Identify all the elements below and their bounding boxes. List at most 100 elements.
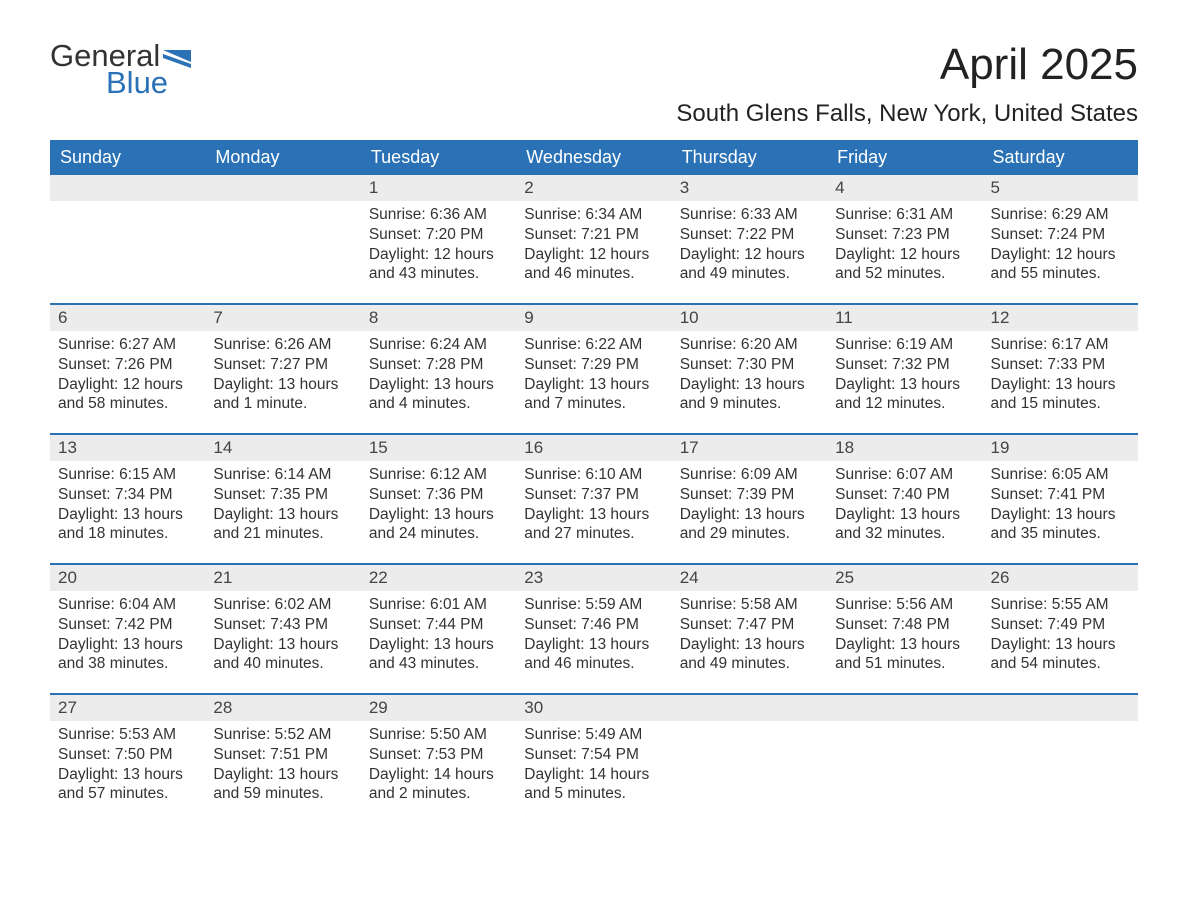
sunrise-line: Sunrise: 5:50 AM [369, 725, 508, 745]
daylight-line-1: Daylight: 13 hours [524, 375, 663, 395]
cell-body: Sunrise: 6:10 AMSunset: 7:37 PMDaylight:… [516, 461, 671, 552]
sunrise-line: Sunrise: 6:05 AM [991, 465, 1130, 485]
calendar-cell: 8Sunrise: 6:24 AMSunset: 7:28 PMDaylight… [361, 305, 516, 433]
sunrise-line: Sunrise: 6:01 AM [369, 595, 508, 615]
day-number: 21 [205, 565, 360, 591]
daylight-line-2: and 5 minutes. [524, 784, 663, 804]
cell-body: Sunrise: 5:55 AMSunset: 7:49 PMDaylight:… [983, 591, 1138, 682]
daylight-line-2: and 18 minutes. [58, 524, 197, 544]
cell-body: Sunrise: 6:07 AMSunset: 7:40 PMDaylight:… [827, 461, 982, 552]
day-header: Friday [827, 140, 982, 175]
sunset-line: Sunset: 7:42 PM [58, 615, 197, 635]
location-subtitle: South Glens Falls, New York, United Stat… [676, 100, 1138, 128]
cell-body: Sunrise: 5:50 AMSunset: 7:53 PMDaylight:… [361, 721, 516, 812]
cell-body: Sunrise: 6:15 AMSunset: 7:34 PMDaylight:… [50, 461, 205, 552]
sunset-line: Sunset: 7:27 PM [213, 355, 352, 375]
daylight-line-2: and 59 minutes. [213, 784, 352, 804]
calendar-cell: 28Sunrise: 5:52 AMSunset: 7:51 PMDayligh… [205, 695, 360, 823]
cell-body: Sunrise: 6:31 AMSunset: 7:23 PMDaylight:… [827, 201, 982, 292]
cell-body: Sunrise: 6:05 AMSunset: 7:41 PMDaylight:… [983, 461, 1138, 552]
day-number: 5 [983, 175, 1138, 201]
sunset-line: Sunset: 7:39 PM [680, 485, 819, 505]
flag-icon [163, 50, 191, 68]
sunset-line: Sunset: 7:50 PM [58, 745, 197, 765]
sunset-line: Sunset: 7:23 PM [835, 225, 974, 245]
sunset-line: Sunset: 7:24 PM [991, 225, 1130, 245]
sunrise-line: Sunrise: 6:07 AM [835, 465, 974, 485]
daylight-line-1: Daylight: 14 hours [369, 765, 508, 785]
calendar-cell: 5Sunrise: 6:29 AMSunset: 7:24 PMDaylight… [983, 175, 1138, 303]
calendar-cell: 10Sunrise: 6:20 AMSunset: 7:30 PMDayligh… [672, 305, 827, 433]
sunrise-line: Sunrise: 6:36 AM [369, 205, 508, 225]
day-number: 19 [983, 435, 1138, 461]
week-row: 6Sunrise: 6:27 AMSunset: 7:26 PMDaylight… [50, 303, 1138, 433]
day-number: 16 [516, 435, 671, 461]
cell-body: Sunrise: 5:59 AMSunset: 7:46 PMDaylight:… [516, 591, 671, 682]
day-header-row: SundayMondayTuesdayWednesdayThursdayFrid… [50, 140, 1138, 175]
day-number: 1 [361, 175, 516, 201]
day-number [50, 175, 205, 201]
day-header: Saturday [983, 140, 1138, 175]
cell-body: Sunrise: 5:53 AMSunset: 7:50 PMDaylight:… [50, 721, 205, 812]
calendar-cell: 22Sunrise: 6:01 AMSunset: 7:44 PMDayligh… [361, 565, 516, 693]
daylight-line-1: Daylight: 13 hours [991, 635, 1130, 655]
sunset-line: Sunset: 7:37 PM [524, 485, 663, 505]
day-header: Thursday [672, 140, 827, 175]
daylight-line-2: and 27 minutes. [524, 524, 663, 544]
daylight-line-1: Daylight: 12 hours [680, 245, 819, 265]
daylight-line-1: Daylight: 13 hours [991, 375, 1130, 395]
cell-body: Sunrise: 5:49 AMSunset: 7:54 PMDaylight:… [516, 721, 671, 812]
calendar-cell: 21Sunrise: 6:02 AMSunset: 7:43 PMDayligh… [205, 565, 360, 693]
calendar-cell: 6Sunrise: 6:27 AMSunset: 7:26 PMDaylight… [50, 305, 205, 433]
sunrise-line: Sunrise: 5:53 AM [58, 725, 197, 745]
cell-body: Sunrise: 6:19 AMSunset: 7:32 PMDaylight:… [827, 331, 982, 422]
sunrise-line: Sunrise: 6:31 AM [835, 205, 974, 225]
daylight-line-1: Daylight: 13 hours [213, 375, 352, 395]
daylight-line-2: and 49 minutes. [680, 654, 819, 674]
sunset-line: Sunset: 7:33 PM [991, 355, 1130, 375]
daylight-line-1: Daylight: 13 hours [213, 635, 352, 655]
calendar-cell: 24Sunrise: 5:58 AMSunset: 7:47 PMDayligh… [672, 565, 827, 693]
month-title: April 2025 [676, 40, 1138, 90]
day-number [983, 695, 1138, 721]
daylight-line-2: and 57 minutes. [58, 784, 197, 804]
sunset-line: Sunset: 7:54 PM [524, 745, 663, 765]
sunset-line: Sunset: 7:46 PM [524, 615, 663, 635]
daylight-line-1: Daylight: 12 hours [524, 245, 663, 265]
sunrise-line: Sunrise: 6:20 AM [680, 335, 819, 355]
sunset-line: Sunset: 7:26 PM [58, 355, 197, 375]
daylight-line-2: and 46 minutes. [524, 264, 663, 284]
sunset-line: Sunset: 7:40 PM [835, 485, 974, 505]
daylight-line-2: and 4 minutes. [369, 394, 508, 414]
cell-body: Sunrise: 6:27 AMSunset: 7:26 PMDaylight:… [50, 331, 205, 422]
sunrise-line: Sunrise: 6:10 AM [524, 465, 663, 485]
sunset-line: Sunset: 7:20 PM [369, 225, 508, 245]
sunrise-line: Sunrise: 6:09 AM [680, 465, 819, 485]
day-number [827, 695, 982, 721]
calendar-cell: 17Sunrise: 6:09 AMSunset: 7:39 PMDayligh… [672, 435, 827, 563]
calendar-cell [205, 175, 360, 303]
daylight-line-2: and 52 minutes. [835, 264, 974, 284]
daylight-line-2: and 32 minutes. [835, 524, 974, 544]
sunrise-line: Sunrise: 5:55 AM [991, 595, 1130, 615]
week-row: 1Sunrise: 6:36 AMSunset: 7:20 PMDaylight… [50, 175, 1138, 303]
sunset-line: Sunset: 7:32 PM [835, 355, 974, 375]
cell-body: Sunrise: 6:09 AMSunset: 7:39 PMDaylight:… [672, 461, 827, 552]
calendar-cell: 19Sunrise: 6:05 AMSunset: 7:41 PMDayligh… [983, 435, 1138, 563]
cell-body: Sunrise: 6:01 AMSunset: 7:44 PMDaylight:… [361, 591, 516, 682]
cell-body: Sunrise: 6:36 AMSunset: 7:20 PMDaylight:… [361, 201, 516, 292]
daylight-line-2: and 29 minutes. [680, 524, 819, 544]
day-number: 2 [516, 175, 671, 201]
sunrise-line: Sunrise: 6:24 AM [369, 335, 508, 355]
daylight-line-1: Daylight: 13 hours [58, 765, 197, 785]
logo-word-blue: Blue [106, 67, 191, 98]
calendar-cell: 13Sunrise: 6:15 AMSunset: 7:34 PMDayligh… [50, 435, 205, 563]
daylight-line-1: Daylight: 14 hours [524, 765, 663, 785]
daylight-line-1: Daylight: 13 hours [991, 505, 1130, 525]
sunset-line: Sunset: 7:22 PM [680, 225, 819, 245]
daylight-line-1: Daylight: 12 hours [58, 375, 197, 395]
daylight-line-1: Daylight: 13 hours [58, 635, 197, 655]
sunset-line: Sunset: 7:36 PM [369, 485, 508, 505]
sunset-line: Sunset: 7:41 PM [991, 485, 1130, 505]
week-row: 20Sunrise: 6:04 AMSunset: 7:42 PMDayligh… [50, 563, 1138, 693]
